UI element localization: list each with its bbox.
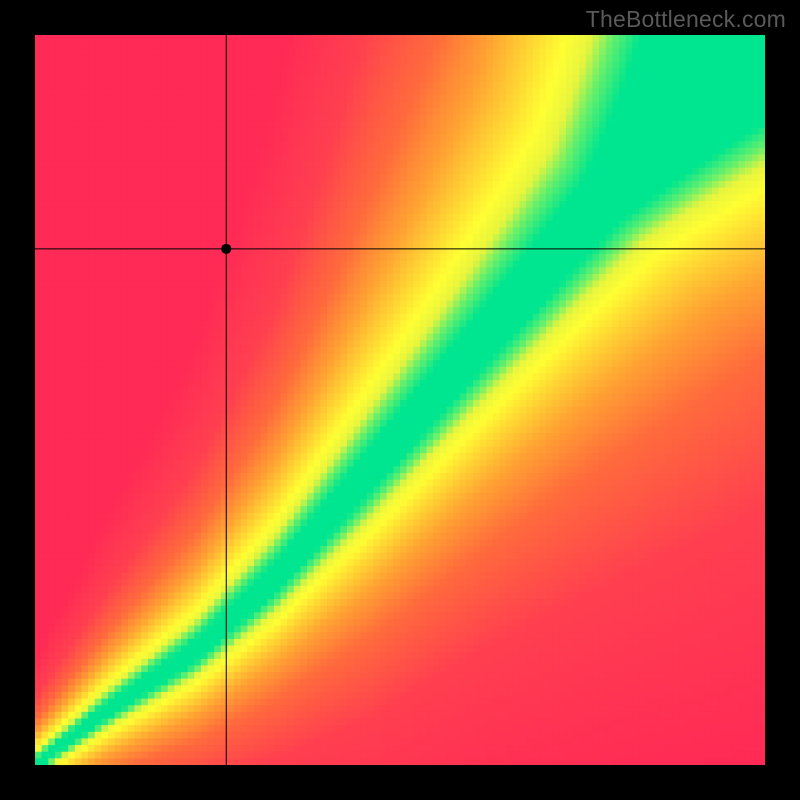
watermark-text: TheBottleneck.com <box>586 6 786 33</box>
chart-container: TheBottleneck.com <box>0 0 800 800</box>
heatmap-canvas <box>35 35 765 765</box>
